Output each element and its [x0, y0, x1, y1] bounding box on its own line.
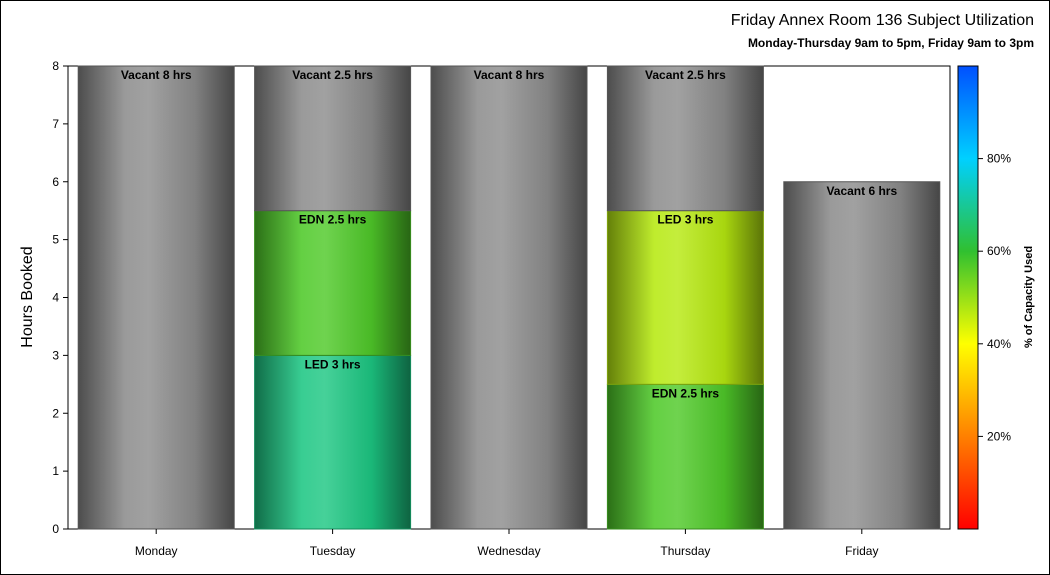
bar-segment-tuesday-2 [254, 65, 412, 212]
y-tick-label: 1 [52, 464, 59, 478]
bar-segment-monday-0 [77, 65, 235, 530]
x-tick-label: Monday [135, 544, 178, 558]
bar-segment-label: LED 3 hrs [657, 213, 713, 227]
bar-segment-label: EDN 2.5 hrs [299, 213, 367, 227]
bar-segment-label: Vacant 6 hrs [826, 184, 897, 198]
y-tick-label: 0 [52, 522, 59, 536]
bar-segment-thursday-0 [606, 383, 764, 530]
bar-segment-label: Vacant 2.5 hrs [292, 68, 373, 82]
y-tick-label: 6 [52, 175, 59, 189]
y-tick-label: 5 [52, 233, 59, 247]
colorbar-tick-label: 80% [987, 152, 1011, 166]
y-tick-label: 7 [52, 117, 59, 131]
bar-segment-label: Vacant 2.5 hrs [645, 68, 726, 82]
bar-segment-thursday-2 [606, 65, 764, 212]
bar-segment-tuesday-1 [254, 210, 412, 356]
y-tick-label: 8 [52, 59, 59, 73]
x-tick-label: Thursday [660, 544, 710, 558]
colorbar-tick-label: 60% [987, 244, 1011, 258]
y-axis-title: Hours Booked [19, 246, 36, 347]
bar-segment-wednesday-0 [430, 65, 588, 530]
colorbar-title: % of Capacity Used [1023, 246, 1035, 348]
bar-segment-label: EDN 2.5 hrs [652, 386, 720, 400]
bar-segment-tuesday-0 [254, 354, 412, 530]
colorbar-tick-label: 40% [987, 337, 1011, 351]
chart-subtitle: Monday-Thursday 9am to 5pm, Friday 9am t… [747, 36, 1034, 50]
y-tick-label: 3 [52, 348, 59, 362]
x-tick-label: Tuesday [310, 544, 356, 558]
bar-segment-thursday-1 [606, 210, 764, 385]
colorbar-tick-label: 20% [987, 429, 1011, 443]
bar-segment-label: Vacant 8 hrs [121, 68, 192, 82]
x-tick-label: Friday [845, 544, 878, 558]
colorbar [957, 65, 979, 530]
chart-title: Friday Annex Room 136 Subject Utilizatio… [730, 12, 1034, 29]
bar-segment-friday-0 [783, 181, 941, 530]
bar-segment-label: LED 3 hrs [305, 357, 361, 371]
bar-segment-label: Vacant 8 hrs [474, 68, 545, 82]
y-tick-label: 2 [52, 406, 59, 420]
y-tick-label: 4 [52, 291, 59, 305]
x-tick-label: Wednesday [477, 544, 540, 558]
